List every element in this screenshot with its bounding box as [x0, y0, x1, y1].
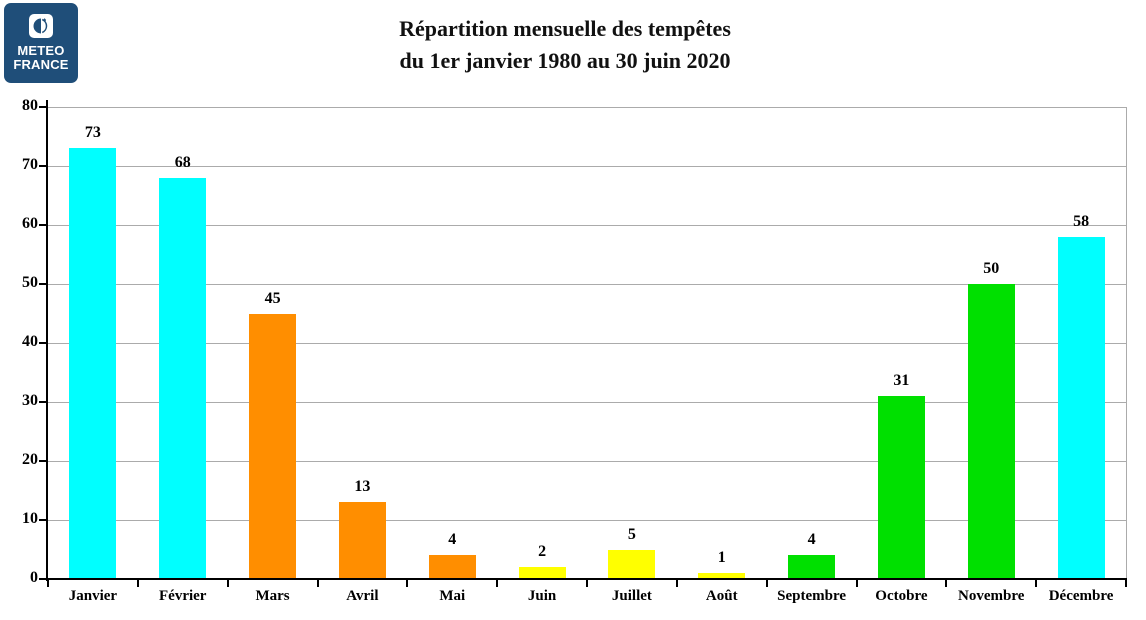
meteo-france-logo: METEO FRANCE [4, 3, 78, 83]
meteo-france-sphere-icon [29, 14, 53, 38]
bar-value-label-mai: 4 [448, 531, 457, 549]
y-tick-20 [39, 460, 46, 462]
bar-décembre [1057, 236, 1105, 579]
gridline-y40 [48, 342, 1126, 344]
gridline-y10 [48, 519, 1126, 521]
bar-value-label-juin: 2 [538, 543, 547, 561]
y-tick-40 [39, 342, 46, 344]
x-tick-0 [47, 579, 49, 587]
x-axis-label-août: Août [705, 588, 738, 604]
y-tick-60 [39, 224, 46, 226]
x-tick-9 [855, 579, 858, 587]
x-tick-8 [765, 579, 768, 587]
bar-juin [518, 567, 566, 579]
y-axis-label-20: 20 [22, 451, 38, 468]
bar-value-label-janvier: 73 [84, 124, 101, 142]
bar-value-label-juillet: 5 [627, 525, 636, 543]
y-axis-label-80: 80 [22, 97, 38, 114]
bar-juillet [608, 549, 656, 579]
x-axis-label-juin: Juin [527, 588, 557, 604]
y-tick-0 [39, 578, 46, 580]
bar-novembre [967, 284, 1015, 579]
gridline-y80 [48, 106, 1126, 108]
x-axis-label-décembre: Décembre [1048, 588, 1114, 604]
x-tick-5 [496, 579, 499, 587]
bar-value-label-mars: 45 [264, 289, 281, 307]
bar-value-label-avril: 13 [354, 478, 371, 496]
y-tick-10 [39, 519, 46, 521]
y-axis-label-30: 30 [22, 392, 38, 409]
x-tick-11 [1035, 579, 1038, 587]
gridline-y70 [48, 165, 1126, 167]
y-axis-label-70: 70 [22, 156, 38, 173]
bar-août [698, 573, 746, 579]
bar-septembre [788, 555, 836, 579]
x-axis-label-novembre: Novembre [958, 588, 1025, 604]
x-axis-label-septembre: Septembre [777, 588, 847, 604]
logo-brand-text: METEO FRANCE [13, 44, 68, 72]
bar-mars [249, 313, 297, 579]
x-tick-7 [675, 579, 678, 587]
x-tick-12 [1125, 579, 1127, 587]
x-axis-label-avril: Avril [346, 588, 379, 604]
logo-brand-line2: FRANCE [13, 57, 69, 72]
y-tick-80 [39, 106, 46, 108]
x-axis-label-janvier: Janvier [68, 588, 118, 604]
bar-value-label-décembre: 58 [1073, 212, 1090, 230]
chart-title: Répartition mensuelle des tempêtes du 1e… [0, 13, 1130, 77]
bar-février [159, 177, 207, 579]
bar-octobre [877, 396, 925, 579]
x-tick-6 [586, 579, 588, 587]
x-tick-2 [226, 579, 229, 587]
y-tick-50 [39, 283, 46, 285]
y-axis-label-10: 10 [22, 510, 38, 527]
gridline-y20 [48, 460, 1126, 462]
chart-title-line1: Répartition mensuelle des tempêtes [399, 16, 731, 41]
y-axis-label-40: 40 [22, 333, 38, 350]
bar-value-label-août: 1 [717, 549, 726, 567]
x-axis-label-octobre: Octobre [875, 588, 928, 604]
x-tick-3 [316, 579, 319, 587]
y-axis-line [46, 100, 48, 581]
gridline-y30 [48, 401, 1126, 403]
sphere-glyph [33, 18, 48, 34]
y-axis-label-0: 0 [30, 569, 38, 586]
bar-avril [338, 502, 386, 579]
chart-title-line2: du 1er janvier 1980 au 30 juin 2020 [399, 48, 731, 73]
x-tick-10 [945, 579, 948, 587]
plot-right-border [1126, 107, 1127, 579]
gridline-y60 [48, 224, 1126, 226]
x-axis-label-mai: Mai [439, 588, 466, 604]
bar-janvier [69, 148, 117, 579]
x-axis-label-février: Février [159, 588, 207, 604]
bar-mai [428, 555, 476, 579]
y-tick-30 [39, 401, 46, 403]
bar-value-label-septembre: 4 [807, 531, 816, 549]
y-axis-label-60: 60 [22, 215, 38, 232]
logo-brand-line1: METEO [17, 43, 65, 58]
bar-value-label-novembre: 50 [983, 260, 1000, 277]
bar-value-label-octobre: 31 [893, 372, 910, 390]
y-axis-label-50: 50 [22, 274, 38, 291]
x-tick-1 [136, 579, 139, 587]
x-tick-4 [406, 579, 409, 587]
bar-value-label-février: 68 [174, 153, 191, 171]
gridline-y50 [48, 283, 1126, 285]
x-axis-label-juillet: Juillet [611, 588, 652, 604]
x-axis-label-mars: Mars [255, 588, 290, 604]
y-tick-70 [39, 165, 46, 167]
